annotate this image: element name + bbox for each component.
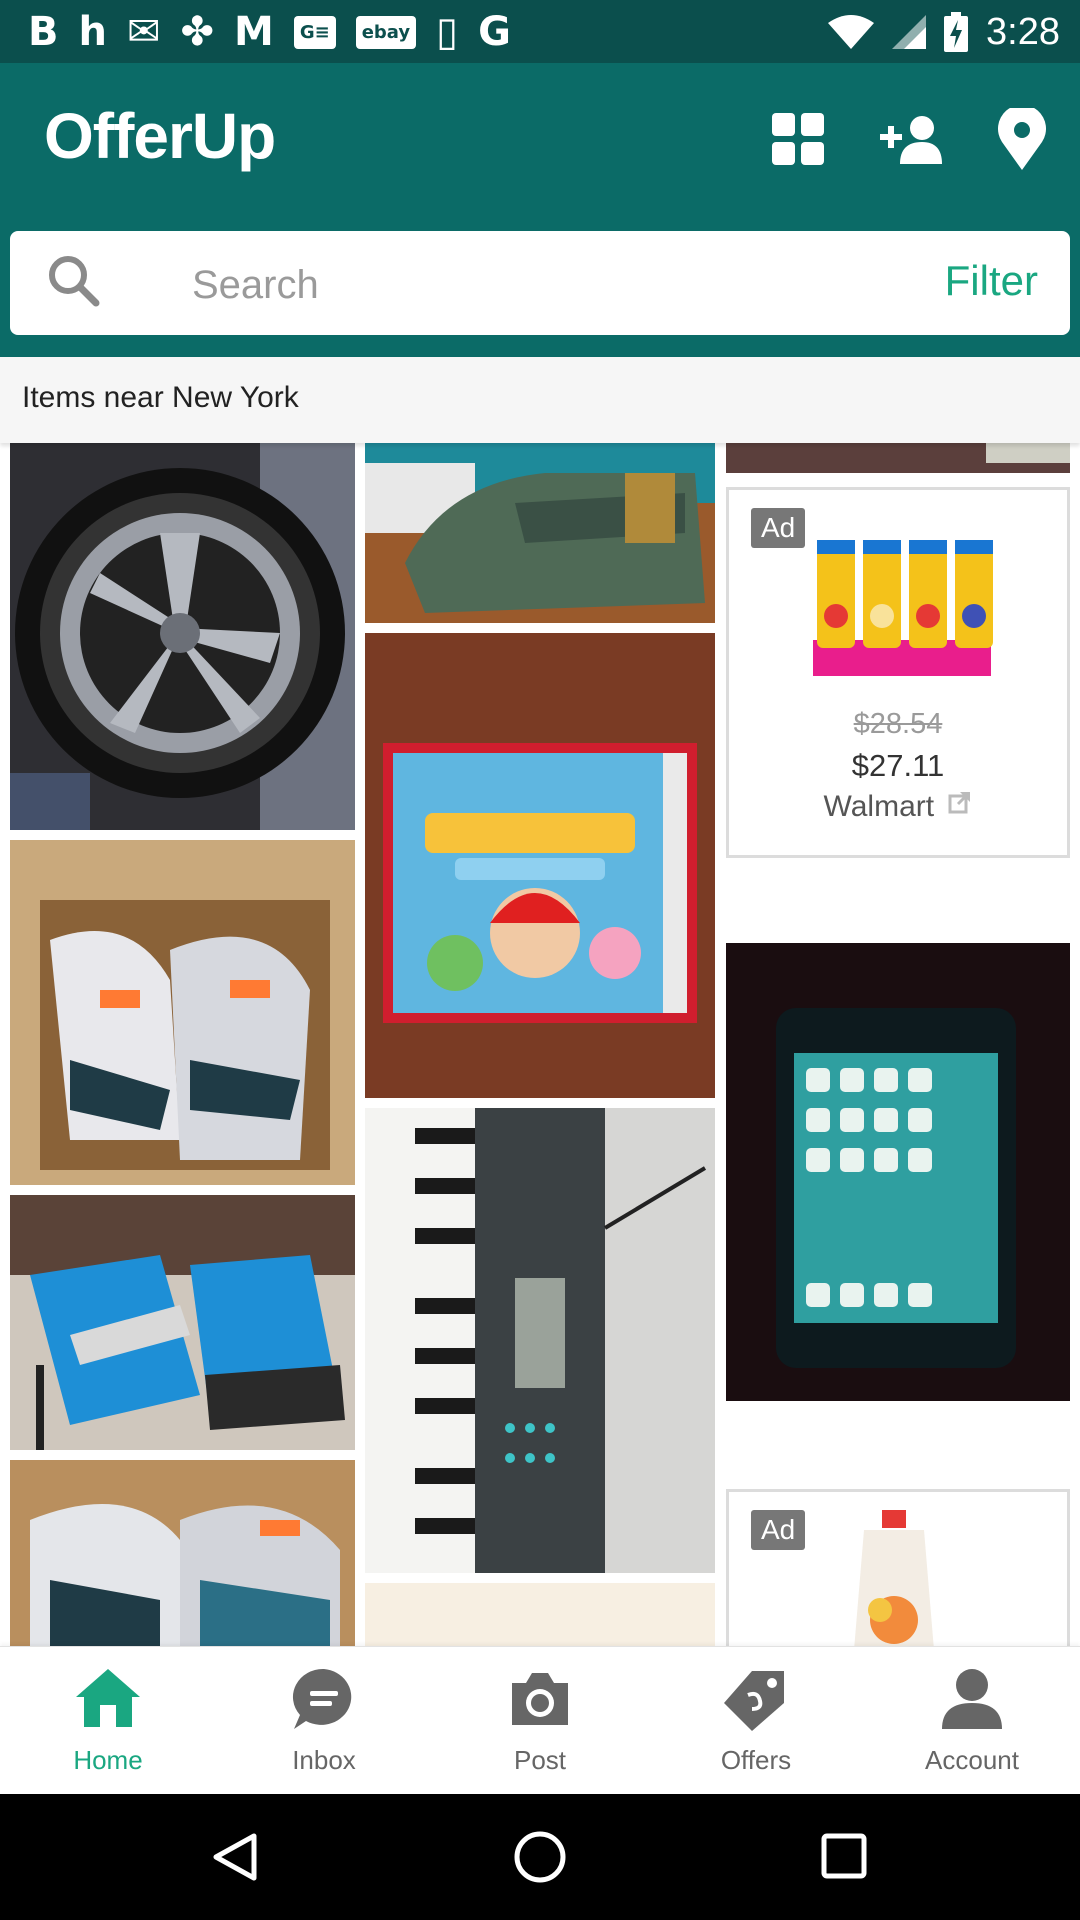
ebay-icon: ebay <box>355 15 417 49</box>
nav-post-label: Post <box>513 1745 567 1775</box>
ad-card-plum[interactable]: Ad <box>726 1489 1070 1646</box>
filter-button[interactable]: Filter <box>944 257 1038 304</box>
home-icon <box>76 1669 140 1727</box>
keyboard-piano-listing[interactable] <box>365 1108 715 1573</box>
location-header: Items near New York <box>0 357 1080 443</box>
system-nav-bar <box>0 1794 1080 1920</box>
nav-offers[interactable]: Offers <box>648 1647 864 1795</box>
chat-icon <box>292 1668 352 1729</box>
location-title: Items near New York <box>22 381 299 414</box>
tag-icon <box>724 1671 784 1731</box>
green-sneaker-listing[interactable] <box>365 443 715 623</box>
add-person-icon[interactable] <box>880 114 942 164</box>
sneakers-in-box-listing[interactable] <box>10 840 355 1185</box>
partial-top-listing[interactable] <box>726 443 1070 473</box>
battery-icon <box>944 12 969 52</box>
nav-home[interactable]: Home <box>0 1647 216 1795</box>
ad-card-walmart[interactable]: Ad $28.54 $27.11 Walmart <box>726 487 1070 858</box>
nav-account[interactable]: Account <box>864 1647 1080 1795</box>
nav-account-label: Account <box>925 1745 1019 1775</box>
grid-icon[interactable] <box>772 113 824 165</box>
notification-icons: B h ✉ ✤ M G≡ ebay ▯ G <box>28 6 511 58</box>
notification-ge-icon: G≡ <box>293 15 336 49</box>
partial-listing[interactable] <box>365 1583 715 1646</box>
recents-icon[interactable] <box>820 1832 868 1880</box>
listing-grid: Ad $28.54 $27.11 Walmart <box>0 443 1080 1646</box>
clock: 3:28 <box>986 10 1060 53</box>
google-icon: G <box>478 9 511 55</box>
high-top-heels-listing[interactable] <box>10 1195 355 1450</box>
notification-m-icon: M <box>234 9 274 55</box>
nav-post[interactable]: Post <box>432 1647 648 1795</box>
search-bar[interactable]: Filter <box>10 231 1070 335</box>
nav-inbox[interactable]: Inbox <box>216 1647 432 1795</box>
notification-b-icon: B <box>28 9 59 55</box>
status-bar: B h ✉ ✤ M G≡ ebay ▯ G 3:28 <box>0 0 1080 63</box>
signal-icon <box>892 15 927 49</box>
camera-icon <box>512 1673 568 1725</box>
ad-label-2: Ad <box>751 1510 806 1550</box>
person-icon <box>942 1669 1002 1729</box>
mario-party-3ds-listing[interactable] <box>365 633 715 1098</box>
ad-label: Ad <box>751 508 806 548</box>
nav-home-label: Home <box>73 1745 143 1775</box>
ad-old-price: $28.54 <box>853 708 943 740</box>
nav-inbox-label: Inbox <box>292 1745 356 1775</box>
iphone-listing[interactable] <box>726 868 1070 1478</box>
wifi-icon <box>828 15 875 49</box>
home-button-icon[interactable] <box>513 1830 567 1884</box>
notification-h-icon: h <box>78 9 107 55</box>
phone-icon: ▯ <box>436 9 459 55</box>
external-link-icon <box>948 792 971 814</box>
nav-offers-label: Offers <box>720 1745 792 1775</box>
mail-icon: ✉ <box>126 9 161 55</box>
offerup-logo: OfferUp <box>44 100 276 172</box>
ad-product-image <box>813 540 993 676</box>
notification-app-icon: ✤ <box>180 9 215 55</box>
sneakers-box-listing[interactable] <box>10 1460 355 1646</box>
ad-product-image-2 <box>854 1510 934 1646</box>
location-pin-icon[interactable] <box>998 108 1046 170</box>
bottom-nav: Home Inbox Post Offers Account <box>0 1646 1080 1795</box>
search-input[interactable] <box>190 257 754 313</box>
wheel-rim-listing[interactable] <box>10 443 355 830</box>
app-header: OfferUp Filter <box>0 63 1080 357</box>
ad-merchant-name: Walmart <box>823 790 935 823</box>
search-icon <box>49 256 100 307</box>
back-icon[interactable] <box>210 1832 260 1882</box>
ad-merchant: Walmart <box>729 790 1067 824</box>
ad-price: $27.11 <box>851 748 945 783</box>
